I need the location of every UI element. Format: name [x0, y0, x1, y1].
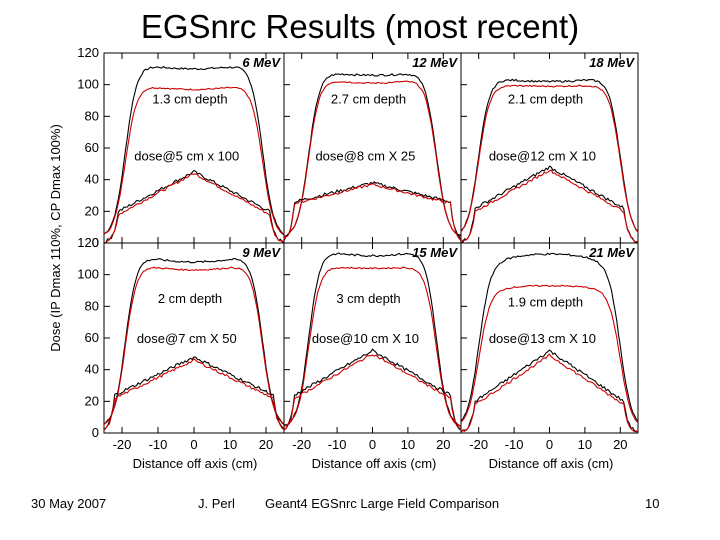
x-tick-label: 20 [259, 437, 273, 452]
x-tick-label: -10 [328, 437, 347, 452]
footer-subject: Geant4 EGSnrc Large Field Comparison [265, 496, 500, 511]
panel-18-mev: 18 MeV 2.1 cm depth dose@12 cm X 10 [460, 52, 639, 244]
panel-21-mev: 21 MeV 1.9 cm depth dose@13 cm X 10 -20 -10 0… [460, 242, 639, 452]
egsnrc-shallow-curve [103, 86, 285, 236]
x-tick-label: -20 [469, 437, 488, 452]
egsnrc-deep-curve [283, 354, 462, 431]
energy-label: 6 MeV [242, 55, 281, 70]
panel-6-mev: 6 MeV 1.3 cm depth dose@5 cm x 100 0 20 40 60 8… [77, 48, 285, 250]
y-tick-label: 120 [77, 48, 99, 60]
x-axis-label: Distance off axis (cm) [133, 456, 258, 471]
y-tick-label: 40 [85, 362, 99, 377]
x-tick-label: -10 [149, 437, 168, 452]
deep-dose-label: dose@8 cm X 25 [315, 149, 415, 164]
egsnrc-deep-curve [460, 353, 639, 434]
y-tick-label: 60 [85, 140, 99, 155]
egsnrc-deep-curve [104, 173, 285, 244]
energy-label: 12 MeV [412, 55, 458, 70]
x-tick-label: -20 [292, 437, 311, 452]
x-tick-label: 20 [436, 437, 450, 452]
slide-title: EGSnrc Results (most recent) [140, 8, 580, 45]
x-tick-label: 0 [190, 437, 197, 452]
depth-label: 3 cm depth [336, 291, 400, 306]
depth-label: 1.3 cm depth [152, 92, 227, 107]
footer-page: 10 [645, 496, 660, 511]
y-tick-label: 120 [77, 235, 99, 250]
depth-label: 2.1 cm depth [508, 92, 583, 107]
y-tick-label: 100 [77, 77, 99, 92]
x-tick-label: 10 [401, 437, 415, 452]
x-tick-label: 0 [546, 437, 553, 452]
egsnrc-shallow-curve [460, 284, 639, 424]
geant4-shallow-curve [460, 78, 639, 232]
x-tick-label: 10 [223, 437, 237, 452]
x-tick-label: 10 [578, 437, 592, 452]
geant4-shallow-curve [283, 252, 462, 428]
egsnrc-deep-curve [103, 358, 285, 431]
geant4-shallow-curve [103, 65, 285, 236]
geant4-shallow-curve [460, 252, 639, 422]
depth-label: 2.7 cm depth [331, 92, 406, 107]
dose-profile-figure: Dose (IP Dmax 110%, CP Dmax 100%) Distan… [48, 48, 639, 471]
x-axis-label: Distance off axis (cm) [312, 456, 437, 471]
deep-dose-label: dose@7 cm X 50 [137, 331, 237, 346]
panel-15-mev: 15 MeV 3 cm depth dose@10 cm X 10 -20 -10 0 10… [283, 242, 462, 452]
energy-label: 18 MeV [589, 55, 635, 70]
panel-12-mev: 12 MeV 2.7 cm depth dose@8 cm X 25 [283, 52, 462, 244]
geant4-shallow-curve [283, 72, 462, 237]
geant4-shallow-curve [103, 257, 285, 425]
y-tick-label: 0 [92, 425, 99, 440]
geant4-deep-curve [103, 356, 285, 431]
y-tick-label: 80 [85, 298, 99, 313]
geant4-deep-curve [460, 349, 639, 433]
y-tick-label: 20 [85, 393, 99, 408]
egsnrc-shallow-curve [283, 80, 462, 238]
energy-label: 15 MeV [412, 245, 458, 260]
x-tick-label: 0 [369, 437, 376, 452]
geant4-deep-curve [103, 169, 285, 244]
y-tick-label: 100 [77, 267, 99, 282]
egsnrc-shallow-curve [103, 266, 285, 425]
y-tick-label: 0 [92, 235, 99, 250]
geant4-deep-curve [460, 165, 639, 244]
footer-date: 30 May 2007 [31, 496, 107, 511]
y-tick-label: 20 [85, 203, 99, 218]
deep-dose-label: dose@13 cm X 10 [489, 331, 596, 346]
deep-dose-label: dose@10 cm X 10 [312, 331, 419, 346]
x-tick-label: 20 [613, 437, 627, 452]
x-axis-label: Distance off axis (cm) [489, 456, 614, 471]
energy-label: 9 MeV [242, 245, 281, 260]
deep-dose-label: dose@12 cm X 10 [489, 149, 596, 164]
footer-author: J. Perl [198, 496, 235, 511]
egsnrc-shallow-curve [283, 266, 462, 428]
geant4-deep-curve [283, 181, 462, 242]
x-tick-label: -10 [505, 437, 524, 452]
depth-label: 2 cm depth [158, 291, 222, 306]
egsnrc-deep-curve [283, 183, 462, 241]
panels-group: 6 MeV 1.3 cm depth dose@5 cm x 100 0 20 40 60 8… [77, 48, 639, 452]
egsnrc-shallow-curve [460, 84, 639, 233]
geant4-deep-curve [283, 348, 462, 430]
deep-dose-label: dose@5 cm x 100 [134, 149, 239, 164]
panel-9-mev: 9 MeV 2 cm depth dose@7 cm X 50 0 20 40 60 80 10… [77, 235, 285, 452]
y-tick-label: 40 [85, 172, 99, 187]
y-tick-label: 60 [85, 330, 99, 345]
depth-label: 1.9 cm depth [508, 294, 583, 309]
y-axis-label: Dose (IP Dmax 110%, CP Dmax 100%) [48, 124, 63, 352]
energy-label: 21 MeV [588, 245, 635, 260]
x-tick-label: -20 [113, 437, 132, 452]
y-tick-label: 80 [85, 108, 99, 123]
egsnrc-deep-curve [460, 169, 639, 244]
